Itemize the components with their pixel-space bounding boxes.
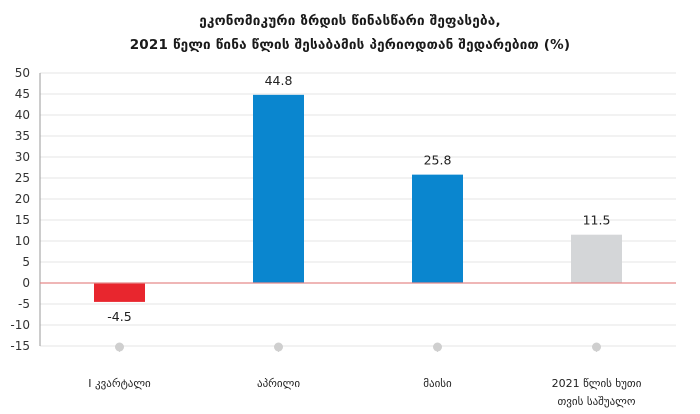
y-tick-label: 10 <box>15 234 30 248</box>
category-dot <box>274 342 283 352</box>
bar <box>412 174 463 283</box>
category-label: მაისი <box>423 377 452 390</box>
data-label: 25.8 <box>424 153 452 168</box>
category-label: I კვარტალი <box>88 377 151 390</box>
category-dot <box>115 342 124 352</box>
category-label: თვის საშუალო <box>557 395 635 408</box>
bar <box>571 234 622 283</box>
y-tick-label: 0 <box>22 276 30 290</box>
bar <box>94 283 145 302</box>
data-label: 44.8 <box>265 73 293 88</box>
bar <box>253 94 304 283</box>
y-tick-label: 15 <box>15 213 30 227</box>
y-tick-label: 40 <box>15 108 30 122</box>
chart-title: ეკონომიკური ზრდის წინასწარი შეფასება, <box>199 13 501 29</box>
y-tick-label: 50 <box>15 66 30 80</box>
y-tick-label: 5 <box>22 255 30 269</box>
category-dot <box>433 342 442 352</box>
category-dot <box>592 342 601 352</box>
y-tick-label: 25 <box>15 171 30 185</box>
category-label: აპრილი <box>257 377 300 390</box>
category-label: 2021 წლის ხუთი <box>552 377 642 390</box>
data-label: -4.5 <box>107 309 131 324</box>
data-label: 11.5 <box>583 213 611 228</box>
y-tick-label: 35 <box>15 129 30 143</box>
y-tick-label: 30 <box>15 150 30 164</box>
y-tick-label: -5 <box>18 297 30 311</box>
chart-subtitle: 2021 წელი წინა წლის შესაბამის პერიოდთან … <box>129 37 571 53</box>
y-tick-label: -15 <box>10 339 30 353</box>
y-tick-label: 45 <box>15 87 30 101</box>
y-tick-label: -10 <box>10 318 30 332</box>
y-tick-label: 20 <box>15 192 30 206</box>
